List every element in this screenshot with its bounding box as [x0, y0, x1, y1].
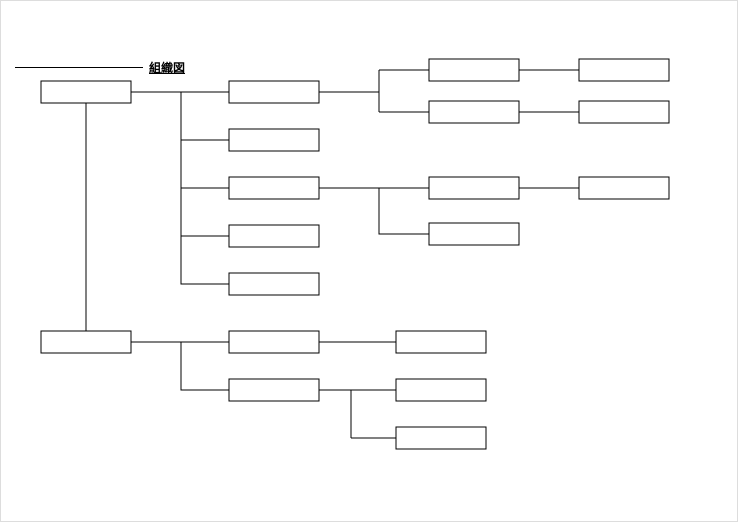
org-node — [429, 59, 519, 81]
org-node — [229, 273, 319, 295]
org-node — [396, 331, 486, 353]
org-node — [396, 427, 486, 449]
org-node — [229, 81, 319, 103]
org-node — [41, 81, 131, 103]
org-node — [229, 379, 319, 401]
org-node — [41, 331, 131, 353]
connector — [181, 342, 229, 390]
org-chart-svg — [1, 1, 738, 522]
org-node — [229, 331, 319, 353]
org-node — [229, 225, 319, 247]
org-chart-page: 組織図 — [0, 0, 738, 522]
org-node — [429, 177, 519, 199]
org-node — [229, 129, 319, 151]
org-node — [429, 101, 519, 123]
org-node — [579, 59, 669, 81]
org-node — [396, 379, 486, 401]
org-node — [429, 223, 519, 245]
connector — [379, 188, 429, 234]
org-node — [579, 101, 669, 123]
org-node — [229, 177, 319, 199]
org-node — [579, 177, 669, 199]
